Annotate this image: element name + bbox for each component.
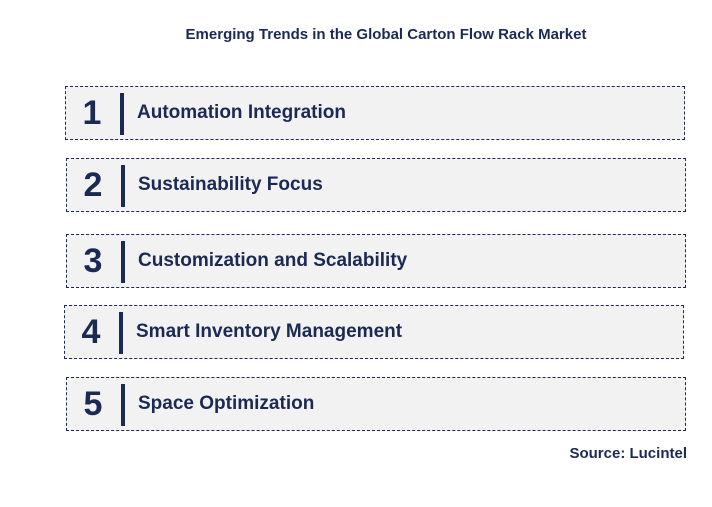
trend-row-3: 3 Customization and Scalability bbox=[66, 234, 686, 288]
trend-number-2: 2 bbox=[83, 165, 103, 204]
trend-divider-4 bbox=[119, 312, 123, 354]
trend-row-5: 5 Space Optimization bbox=[66, 377, 686, 431]
trend-divider-5 bbox=[121, 384, 125, 426]
trend-number-1: 1 bbox=[82, 93, 102, 132]
trend-number-3: 3 bbox=[83, 241, 103, 280]
trend-label-4: Smart Inventory Management bbox=[136, 321, 403, 342]
trend-label-3: Customization and Scalability bbox=[138, 250, 408, 271]
trend-row-2: 2 Sustainability Focus bbox=[66, 158, 686, 212]
trend-row-4: 4 Smart Inventory Management bbox=[64, 305, 684, 359]
trend-label-2: Sustainability Focus bbox=[138, 174, 323, 195]
trend-row-1: 1 Automation Integration bbox=[65, 86, 685, 140]
trend-divider-3 bbox=[121, 241, 125, 283]
trend-label-5: Space Optimization bbox=[138, 393, 315, 414]
source-note: Source: Lucintel bbox=[569, 445, 687, 462]
trend-label-1: Automation Integration bbox=[137, 102, 346, 123]
trend-number-4: 4 bbox=[81, 312, 101, 351]
trend-divider-1 bbox=[120, 93, 124, 135]
trend-number-5: 5 bbox=[83, 384, 103, 423]
chart-title: Emerging Trends in the Global Carton Flo… bbox=[185, 26, 587, 43]
trend-divider-2 bbox=[121, 165, 125, 207]
